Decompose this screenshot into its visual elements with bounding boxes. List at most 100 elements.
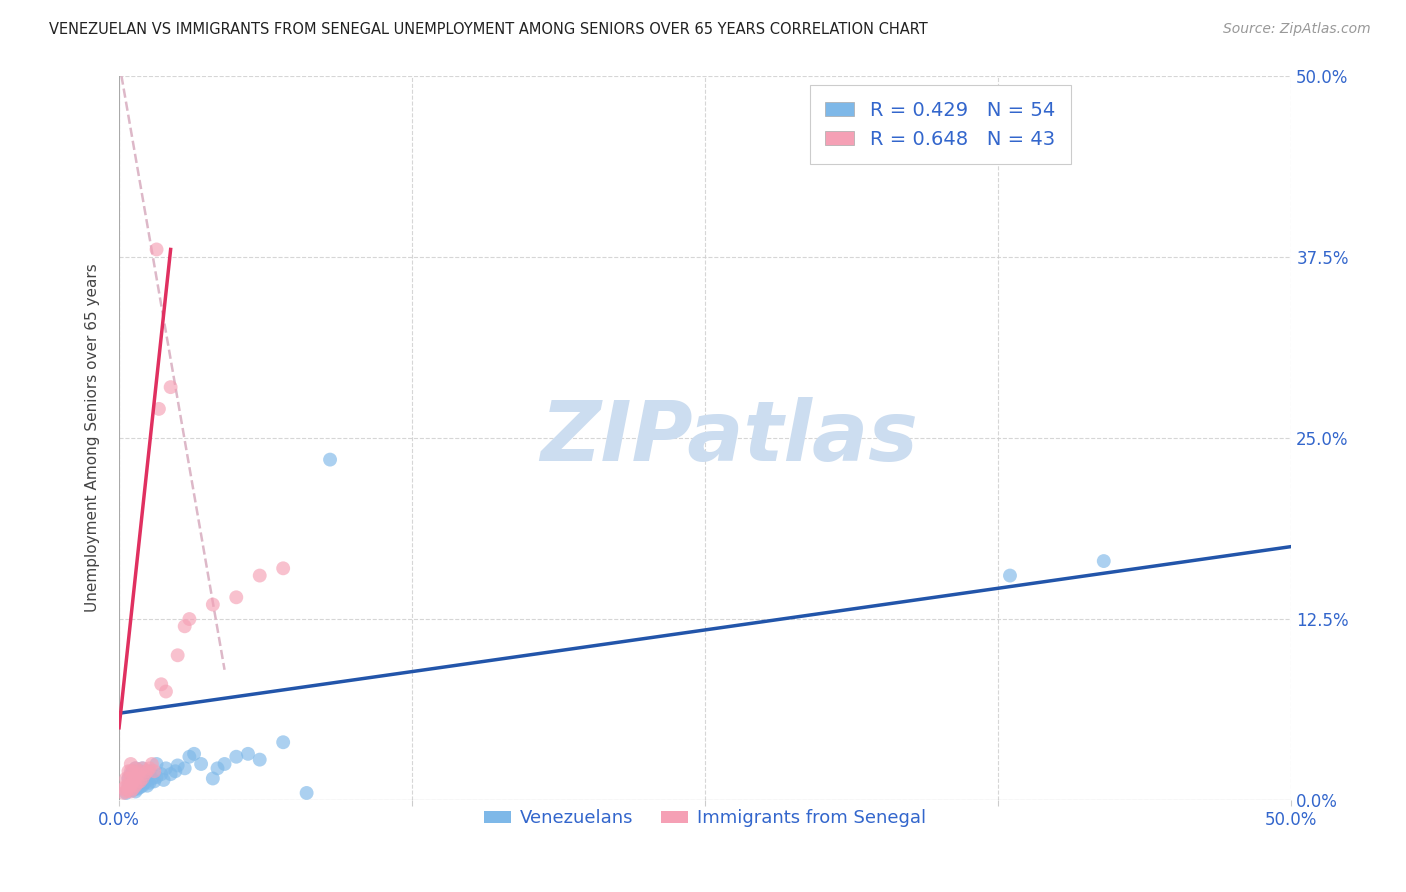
Point: [201, 598, 224, 612]
Point: [117, 783, 139, 797]
Point: [127, 767, 149, 781]
Point: [115, 784, 138, 798]
Point: [134, 767, 156, 781]
Point: [131, 772, 153, 786]
Point: [124, 761, 146, 775]
Point: [117, 779, 139, 793]
Point: [129, 780, 152, 794]
Point: [131, 779, 153, 793]
Point: [159, 380, 181, 394]
Point: [124, 772, 146, 786]
Point: [115, 772, 138, 786]
Point: [201, 772, 224, 786]
Point: [112, 781, 135, 796]
Point: [129, 764, 152, 779]
Point: [129, 772, 152, 787]
Legend: Venezuelans, Immigrants from Senegal: Venezuelans, Immigrants from Senegal: [477, 802, 934, 835]
Point: [141, 772, 163, 786]
Point: [136, 764, 159, 779]
Point: [179, 749, 201, 764]
Point: [150, 677, 173, 691]
Point: [117, 772, 139, 786]
Point: [145, 770, 167, 784]
Point: [225, 591, 247, 605]
Point: [190, 756, 212, 771]
Point: [166, 648, 188, 663]
Point: [145, 756, 167, 771]
Point: [115, 779, 138, 793]
Point: [120, 772, 142, 786]
Point: [131, 761, 153, 775]
Text: VENEZUELAN VS IMMIGRANTS FROM SENEGAL UNEMPLOYMENT AMONG SENIORS OVER 65 YEARS C: VENEZUELAN VS IMMIGRANTS FROM SENEGAL UN…: [49, 22, 928, 37]
Point: [122, 783, 145, 797]
Point: [120, 784, 142, 798]
Point: [122, 779, 145, 793]
Point: [136, 779, 159, 793]
Text: Source: ZipAtlas.com: Source: ZipAtlas.com: [1223, 22, 1371, 37]
Point: [225, 749, 247, 764]
Point: [207, 761, 229, 775]
Point: [124, 761, 146, 775]
Point: [134, 776, 156, 790]
Text: ZIPatlas: ZIPatlas: [540, 397, 918, 478]
Point: [120, 764, 142, 779]
Point: [143, 764, 166, 779]
Point: [127, 781, 149, 796]
Point: [166, 758, 188, 772]
Point: [271, 735, 294, 749]
Point: [998, 568, 1021, 582]
Point: [129, 774, 152, 789]
Y-axis label: Unemployment Among Seniors over 65 years: Unemployment Among Seniors over 65 years: [86, 263, 100, 612]
Point: [117, 764, 139, 779]
Point: [131, 761, 153, 775]
Point: [120, 767, 142, 781]
Point: [122, 764, 145, 779]
Point: [120, 776, 142, 790]
Point: [124, 772, 146, 786]
Point: [143, 774, 166, 789]
Point: [271, 561, 294, 575]
Point: [183, 747, 205, 761]
Point: [165, 764, 187, 779]
Point: [155, 761, 177, 775]
Point: [112, 786, 135, 800]
Point: [150, 767, 173, 781]
Point: [120, 781, 142, 796]
Point: [159, 767, 181, 781]
Point: [319, 452, 342, 467]
Point: [236, 747, 259, 761]
Point: [295, 786, 318, 800]
Point: [127, 776, 149, 790]
Point: [122, 781, 145, 796]
Point: [214, 756, 236, 771]
Point: [138, 776, 160, 790]
Point: [249, 753, 271, 767]
Point: [136, 770, 159, 784]
Point: [124, 779, 146, 793]
Point: [152, 772, 174, 787]
Point: [124, 779, 146, 793]
Point: [120, 756, 142, 771]
Point: [145, 243, 167, 257]
Point: [173, 761, 195, 775]
Point: [122, 772, 145, 786]
Point: [131, 772, 153, 786]
Point: [179, 612, 201, 626]
Point: [173, 619, 195, 633]
Point: [129, 764, 152, 779]
Point: [120, 779, 142, 793]
Point: [115, 786, 138, 800]
Point: [141, 756, 163, 771]
Point: [124, 784, 146, 798]
Point: [117, 772, 139, 786]
Point: [117, 779, 139, 793]
Point: [155, 684, 177, 698]
Point: [122, 764, 145, 779]
Point: [1092, 554, 1115, 568]
Point: [127, 767, 149, 781]
Point: [134, 767, 156, 781]
Point: [127, 776, 149, 790]
Point: [148, 401, 170, 416]
Point: [138, 764, 160, 779]
Point: [122, 774, 145, 789]
